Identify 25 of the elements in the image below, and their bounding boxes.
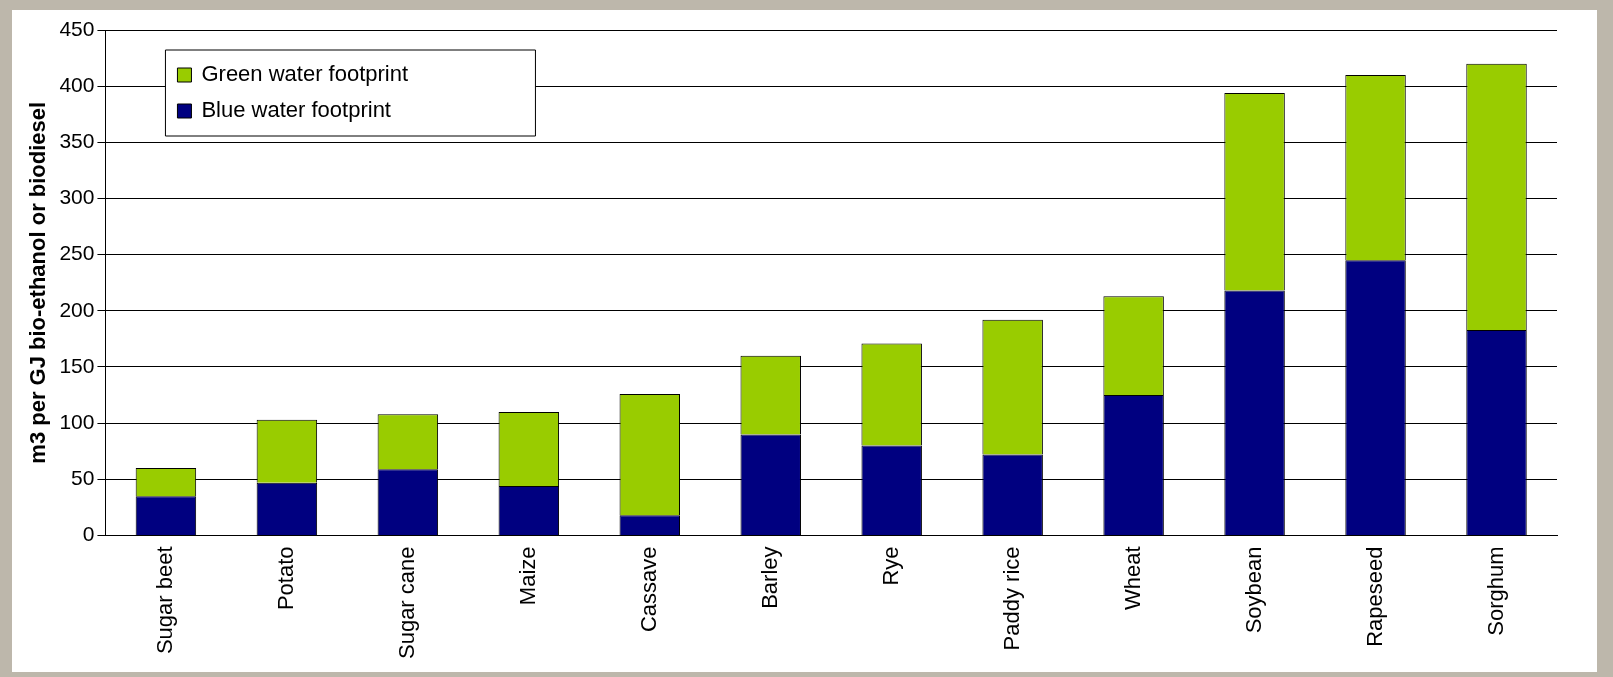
y-tick-label: 200 <box>59 297 95 321</box>
legend-label: Blue water footprint <box>201 97 391 123</box>
y-tick-label: 300 <box>59 185 95 209</box>
x-tick-label: Wheat <box>1119 546 1145 611</box>
legend-label: Green water footprint <box>201 61 409 87</box>
x-tick-label: Potato <box>272 546 298 611</box>
x-tick-label: Barley <box>756 546 782 609</box>
x-tick-label: Rye <box>877 546 903 586</box>
y-tick-label: 50 <box>71 466 95 490</box>
x-tick-label: Rapeseed <box>1361 546 1387 647</box>
x-tick-label: Maize <box>514 546 540 606</box>
x-tick-label: Sugar cane <box>393 546 419 660</box>
y-tick-label: 250 <box>59 241 95 265</box>
y-tick-label: 450 <box>59 16 95 40</box>
x-tick-label: Sorghum <box>1482 546 1508 636</box>
x-tick-label: Sugar beet <box>151 546 177 655</box>
x-tick-label: Paddy rice <box>998 546 1024 651</box>
x-tick-label: Soybean <box>1240 546 1266 634</box>
x-tick-label: Cassave <box>635 546 661 633</box>
y-tick-label: 400 <box>59 72 95 96</box>
y-tick-label: 150 <box>59 353 95 377</box>
y-tick-label: 350 <box>59 129 95 153</box>
y-tick-label: 100 <box>59 409 95 433</box>
y-tick-label: 0 <box>82 522 95 546</box>
y-axis-title: m3 per GJ bio-ethanol or biodiesel <box>25 101 51 464</box>
